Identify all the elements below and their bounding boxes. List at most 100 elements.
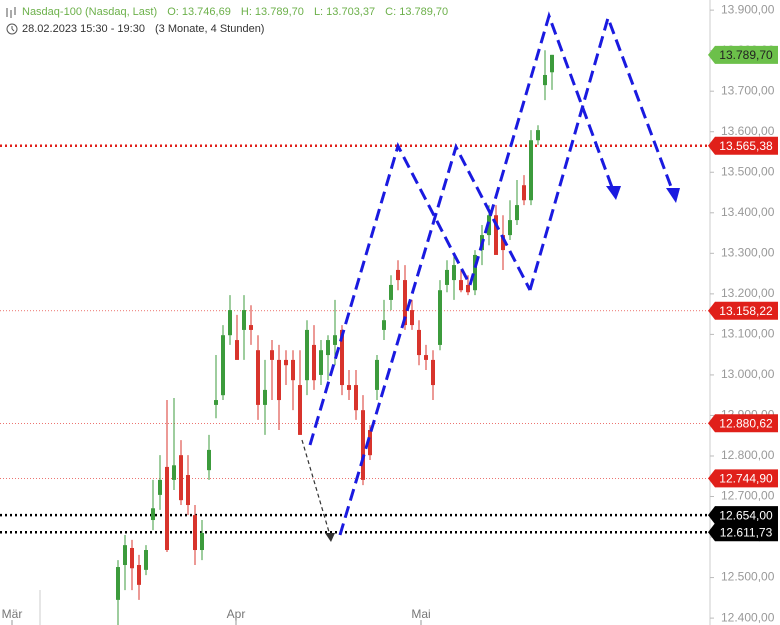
arrow-head [606,186,621,200]
y-tick-label: 13.200,00 [721,286,775,300]
candle-body [305,329,309,381]
candle-body [270,350,274,360]
candle-body [522,185,526,201]
candle-body [382,320,386,330]
instrument-title: Nasdaq-100 (Nasdaq, Last) [22,6,158,18]
level-label: 13.565,38 [719,139,773,153]
candle-body [536,130,540,141]
arrow-head [666,188,680,203]
level-label: 12.880,62 [719,416,773,430]
y-tick-label: 12.800,00 [721,448,775,462]
y-tick-label: 13.300,00 [721,245,775,259]
level-tag [708,45,778,64]
candle-body [340,329,344,386]
level-label: 12.654,00 [719,508,773,522]
candle-body [263,389,267,405]
candle-body [221,335,225,396]
candle-body [242,310,246,330]
level-tag [708,414,778,433]
y-tick-label: 13.400,00 [721,205,775,219]
candle-body [466,284,470,293]
level-tag [708,136,778,155]
candle-body [158,479,162,495]
candle-body [431,359,435,386]
y-tick-label: 13.100,00 [721,327,775,341]
candle-body [249,325,253,330]
y-tick-label: 12.400,00 [721,610,775,624]
y-tick-label: 12.500,00 [721,570,775,584]
candle-body [396,269,400,281]
candle-body [417,329,421,356]
candle-body [354,385,358,411]
candle-body [165,466,169,551]
header-line: 28.02.2023 15:30 - 19:30 (3 Monate, 4 St… [22,23,271,35]
candle-body [494,215,498,255]
y-tick-label: 13.500,00 [721,164,775,178]
ohlc-label: L: 13.703,37 [313,6,376,18]
ohlc-label: H: 13.789,70 [240,6,304,18]
y-tick-label: 13.600,00 [721,124,775,138]
level-label: 12.611,73 [720,525,773,539]
level-tag [708,301,778,320]
candle-body [144,550,148,570]
projection-line [308,141,472,446]
candle-body [333,335,337,345]
candle-body [186,475,190,506]
x-tick-label: Mai [411,607,430,621]
level-tag [708,506,778,525]
y-tick-label: 13.900,00 [721,2,775,16]
candle-body [368,430,372,456]
arrow-head [325,533,335,542]
trend-drawings [308,11,675,536]
candle-body [361,410,365,480]
candle-body [347,385,351,390]
candle-body [298,385,302,435]
date-range: 28.02.2023 15:30 - 19:30 [22,23,145,35]
ohlc-label: O: 13.746,69 [167,6,231,18]
candle-body [326,340,330,356]
level-tag [708,469,778,488]
candle-body [277,359,281,401]
candle-body [459,280,463,291]
ohlc-label: C: 13.789,70 [385,6,449,18]
candle-body [473,254,477,291]
candle-body [445,269,449,285]
x-tick-label: Apr [227,607,246,621]
candle-body [501,235,505,251]
candle-body [256,350,260,405]
level-label: 13.789,70 [719,48,773,62]
candle-body [312,344,316,381]
candle-body [137,565,141,585]
candle-body [228,310,232,336]
y-tick-label: 12.700,00 [721,489,775,503]
projection-line [468,11,615,286]
candle-body [207,449,211,471]
projection-line [528,13,675,291]
candle-body [452,265,456,281]
candle-body [410,310,414,326]
candle-body [319,350,323,375]
candle-body [172,465,176,480]
candle-body [529,140,533,201]
hint-arrow [301,439,330,533]
candle-body [403,280,407,326]
x-tick-label: Mär [2,607,23,621]
projection-line [338,143,532,536]
candle-body [543,74,547,86]
candle-body [130,547,134,569]
candle-body [515,205,519,221]
candle-body [550,54,554,73]
candle-body [123,545,127,566]
icon [6,7,18,35]
candle-body [508,220,512,236]
level-label: 12.744,90 [719,471,773,485]
candle-body [193,515,197,551]
candle-body [389,284,393,300]
candle-body [375,359,379,390]
header-line: Nasdaq-100 (Nasdaq, Last) O: 13.746,69 H… [22,6,455,18]
y-tick-label: 13.700,00 [721,83,775,97]
candle-body [179,455,183,501]
period: (3 Monate, 4 Stunden) [155,23,265,35]
